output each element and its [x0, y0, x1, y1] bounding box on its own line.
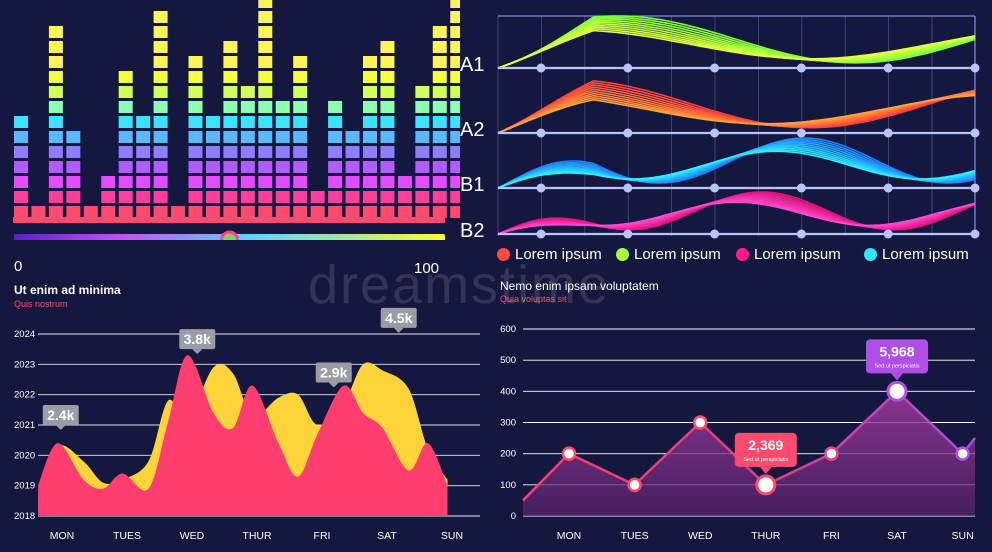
line-x-tick: WED: [688, 530, 713, 542]
line-callout-value: 5,968: [879, 343, 914, 359]
line-callout-value: 2,369: [748, 437, 783, 453]
line-y-tick: 300: [500, 418, 516, 429]
line-x-tick: SUN: [952, 530, 974, 542]
line-point: [563, 448, 575, 460]
line-x-tick: SAT: [887, 530, 907, 542]
line-y-tick: 600: [500, 324, 516, 335]
line-point: [629, 479, 641, 491]
line-y-tick: 500: [500, 355, 516, 366]
line-y-tick: 200: [500, 449, 516, 460]
line-point: [757, 476, 775, 494]
line-callout-pointer: [760, 467, 772, 474]
line-y-tick: 0: [511, 511, 516, 522]
line-y-tick: 100: [500, 480, 516, 491]
line-callout-sub: Sed ut perspiciatis: [875, 363, 920, 369]
line-point: [825, 448, 837, 460]
line-x-tick: THUR: [751, 530, 781, 542]
line-point: [957, 448, 969, 460]
line-y-tick: 400: [500, 386, 516, 397]
line-x-tick: FRI: [823, 530, 840, 542]
line-callout-sub: Sed ut perspiciatis: [743, 457, 788, 463]
line-point: [888, 382, 906, 400]
line-callout-pointer: [891, 373, 903, 380]
line-x-tick: TUES: [621, 530, 649, 542]
line-point: [694, 417, 706, 429]
line-x-tick: MON: [557, 530, 582, 542]
